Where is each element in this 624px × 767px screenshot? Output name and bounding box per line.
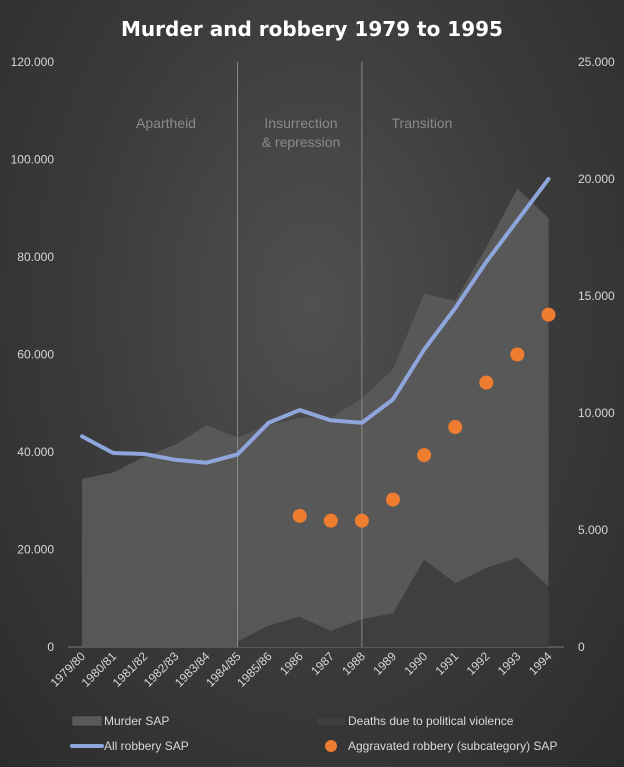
x-axis-tick-label: 1992 <box>464 649 493 678</box>
right-axis-tick-label: 10.000 <box>578 406 615 420</box>
era-label: Transition <box>392 115 453 131</box>
scatter-point-aggravated-robbery <box>541 307 556 322</box>
legend-swatch <box>315 715 347 727</box>
x-axis-tick-label: 1988 <box>339 649 368 678</box>
area-series-layer <box>82 188 549 647</box>
scatter-point-aggravated-robbery <box>448 420 463 435</box>
right-axis-tick-label: 15.000 <box>578 289 615 303</box>
x-axis-tick-label: 1985/86 <box>234 649 275 690</box>
legend: Murder SAP Deaths due to political violen… <box>70 714 557 753</box>
x-axis-tick-label: 1987 <box>308 649 337 678</box>
area-murder-sap <box>82 188 549 647</box>
left-axis-tick-label: 0 <box>47 640 54 654</box>
era-label: & repression <box>262 134 341 150</box>
legend-label: Aggravated robbery (subcategory) SAP <box>348 739 557 753</box>
right-axis-tick-label: 20.000 <box>578 172 615 186</box>
left-axis-tick-label: 100.000 <box>11 153 55 167</box>
legend-swatch <box>325 740 337 752</box>
legend-label: Deaths due to political violence <box>348 714 514 728</box>
legend-label: All robbery SAP <box>104 739 189 753</box>
scatter-point-aggravated-robbery <box>354 513 369 528</box>
left-axis-tick-label: 20.000 <box>17 543 54 557</box>
x-axis-tick-label: 1994 <box>526 649 555 678</box>
x-axis-tick-label: 1989 <box>370 649 399 678</box>
left-axis-tick-label: 40.000 <box>17 445 54 459</box>
left-axis-tick-label: 120.000 <box>11 55 55 69</box>
scatter-point-aggravated-robbery <box>323 513 338 528</box>
scatter-point-aggravated-robbery <box>386 492 400 507</box>
right-axis-tick-label: 25.000 <box>578 55 615 69</box>
scatter-point-aggravated-robbery <box>479 375 494 390</box>
x-axis-tick-label: 1991 <box>433 649 462 678</box>
area-deaths-due-to-political-violence <box>237 557 549 647</box>
legend-label: Murder SAP <box>104 714 169 728</box>
x-axis-tick-label: 1993 <box>495 649 524 678</box>
right-axis-tick-label: 0 <box>578 640 585 654</box>
chart-title: Murder and robbery 1979 to 1995 <box>121 17 503 41</box>
scatter-point-aggravated-robbery <box>510 347 525 362</box>
left-axis-tick-label: 80.000 <box>17 250 54 264</box>
line-series-layer <box>80 177 551 465</box>
era-layer: Apartheid Insurrection & repression Transit… <box>136 62 452 647</box>
era-label: Insurrection <box>264 115 337 131</box>
scatter-point-aggravated-robbery <box>292 508 307 523</box>
legend-swatch <box>71 715 103 727</box>
x-axis-tick-label: 1986 <box>277 649 306 678</box>
scatter-series-layer <box>292 307 556 528</box>
line-all-robbery-sap <box>80 177 551 465</box>
scatter-point-aggravated-robbery <box>417 448 432 463</box>
right-axis-tick-label: 5.000 <box>578 523 608 537</box>
x-axis-tick-label: 1990 <box>401 649 430 678</box>
era-label: Apartheid <box>136 115 196 131</box>
left-axis-tick-label: 60.000 <box>17 348 54 362</box>
